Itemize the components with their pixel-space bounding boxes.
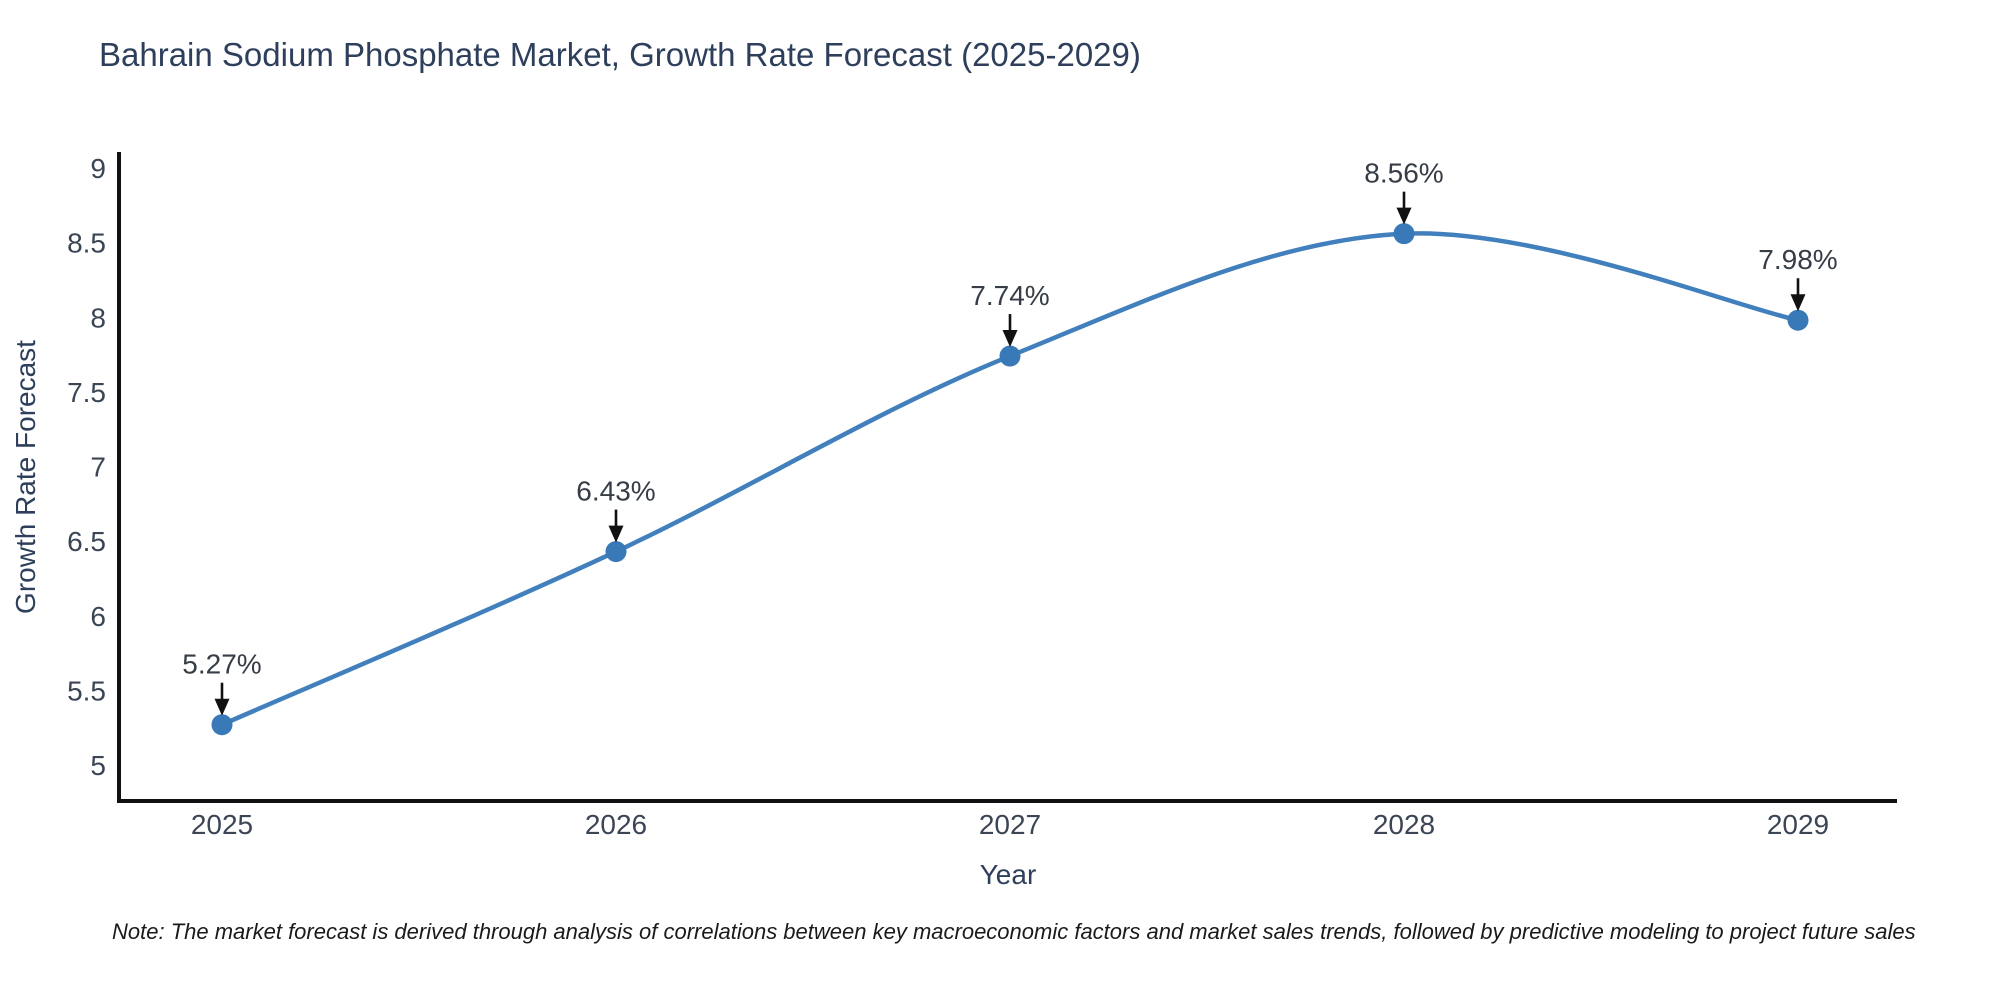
point-annotation-label: 7.98% — [1758, 244, 1837, 275]
y-tick-label: 5.5 — [67, 675, 106, 706]
y-tick-label: 6.5 — [67, 526, 106, 557]
y-tick-label: 5 — [90, 750, 106, 781]
y-tick-label: 8.5 — [67, 228, 106, 259]
data-point-marker[interactable] — [999, 345, 1021, 367]
point-annotation-label: 5.27% — [182, 649, 261, 680]
annotation-arrowhead-icon — [214, 698, 230, 716]
axes-layer: 5 5.5 6 6.5 7 7.5 8 8.5 9 2025 2026 2027 2028 2029 — [67, 152, 1897, 840]
point-annotation-label: 8.56% — [1364, 158, 1443, 189]
y-tick-label: 6 — [90, 601, 106, 632]
data-point-marker[interactable] — [605, 541, 627, 563]
x-tick-label: 2025 — [191, 809, 253, 840]
point-annotation-label: 7.74% — [970, 280, 1049, 311]
chart-title: Bahrain Sodium Phosphate Market, Growth … — [99, 36, 1141, 73]
y-axis-title: Growth Rate Forecast — [10, 340, 41, 614]
x-axis-title: Year — [980, 859, 1037, 890]
point-annotation-label: 6.43% — [576, 476, 655, 507]
annotation-arrowhead-icon — [1790, 294, 1806, 312]
y-tick-label: 9 — [90, 153, 106, 184]
x-tick-label: 2028 — [1373, 809, 1435, 840]
x-tick-label: 2027 — [979, 809, 1041, 840]
y-tick-label: 7.5 — [67, 377, 106, 408]
data-point-marker[interactable] — [1787, 309, 1809, 331]
annotation-layer: 5.27% 6.43% 7.74% 8.56% 7.98% — [182, 158, 1838, 716]
annotation-arrowhead-icon — [1002, 330, 1018, 348]
y-tick-label: 7 — [90, 452, 106, 483]
data-point-marker[interactable] — [211, 714, 233, 736]
data-point-marker[interactable] — [1393, 223, 1415, 245]
x-tick-label: 2029 — [1767, 809, 1829, 840]
footnote: Note: The market forecast is derived thr… — [112, 919, 1916, 944]
y-tick-label: 8 — [90, 302, 106, 333]
annotation-arrowhead-icon — [608, 525, 624, 543]
annotation-arrowhead-icon — [1396, 207, 1412, 225]
series-layer — [211, 223, 1809, 736]
x-tick-label: 2026 — [585, 809, 647, 840]
